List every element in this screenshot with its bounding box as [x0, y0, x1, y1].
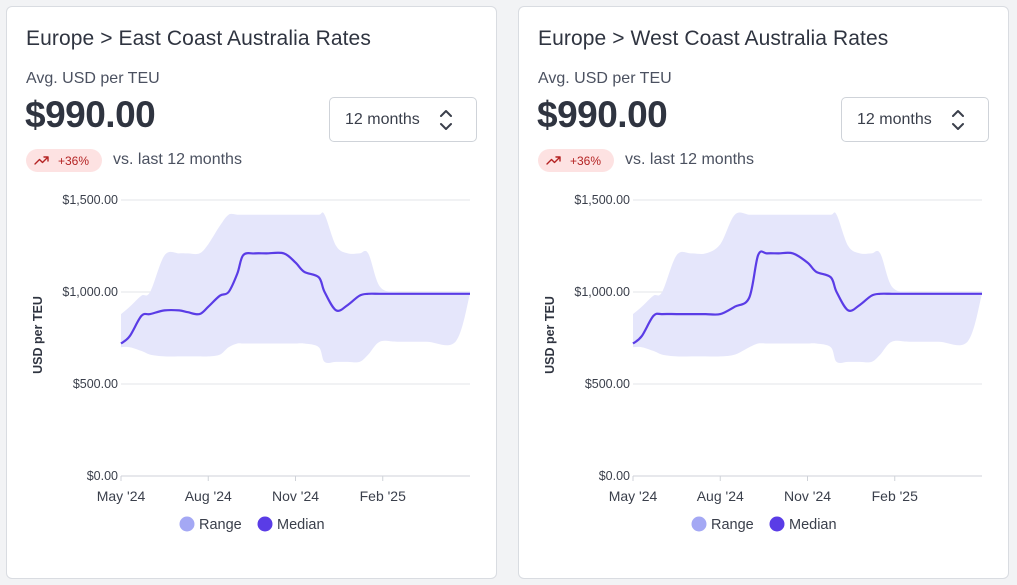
- y-tick-label: $0.00: [87, 469, 118, 483]
- y-axis-label: USD per TEU: [543, 296, 557, 374]
- period-select[interactable]: 12 months: [841, 97, 989, 142]
- card-subtitle: Avg. USD per TEU: [26, 70, 160, 87]
- comparison-text: vs. last 12 months: [113, 151, 242, 168]
- chevron-up-down-icon: [952, 110, 964, 130]
- trend-up-icon: [34, 156, 49, 165]
- x-tick-label: Aug '24: [697, 488, 744, 504]
- y-tick-label: $500.00: [585, 377, 630, 391]
- change-badge: +36%: [538, 149, 614, 172]
- median-line: [120, 251, 470, 345]
- change-badge-value: +36%: [570, 154, 602, 168]
- change-badge-value: +36%: [58, 154, 90, 168]
- y-tick-label: $1,000.00: [574, 285, 630, 299]
- card-title: Europe > West Coast Australia Rates: [538, 27, 889, 50]
- change-badge: +36%: [26, 149, 102, 172]
- legend-median-swatch: [769, 516, 785, 532]
- period-select[interactable]: 12 months: [329, 97, 477, 142]
- legend-median-label: Median: [789, 517, 837, 533]
- y-tick-label: $1,500.00: [62, 193, 118, 207]
- legend-range-label: Range: [711, 517, 754, 533]
- x-tick-label: Aug '24: [185, 488, 232, 504]
- legend-range-label: Range: [199, 517, 242, 533]
- y-axis-label: USD per TEU: [31, 296, 45, 374]
- x-tick-label: Nov '24: [784, 488, 831, 504]
- average-rate-value: $990.00: [537, 94, 668, 135]
- y-tick-label: $500.00: [73, 377, 118, 391]
- median-line: [632, 250, 982, 345]
- y-tick-label: $1,000.00: [62, 285, 118, 299]
- rate-chart: $1,500.00 $1,000.00 $500.00 $0.00 USD per TE…: [543, 193, 982, 533]
- range-area: [121, 212, 470, 364]
- x-tick-label: Feb '25: [360, 488, 406, 504]
- legend-median-swatch: [257, 516, 273, 532]
- rate-card-east-coast: Europe > East Coast Australia Rates Avg.…: [6, 6, 497, 579]
- x-tick-label: Nov '24: [272, 488, 319, 504]
- x-tick-label: Feb '25: [872, 488, 918, 504]
- x-tick-label: May '24: [609, 488, 658, 504]
- y-tick-label: $1,500.00: [574, 193, 630, 207]
- legend-range-swatch: [179, 516, 195, 532]
- rate-chart: $1,500.00 $1,000.00 $500.00 $0.00 USD per TE…: [31, 193, 470, 533]
- legend-range-swatch: [691, 516, 707, 532]
- chevron-up-down-icon: [440, 110, 452, 130]
- period-select-label: 12 months: [857, 111, 932, 128]
- card-subtitle: Avg. USD per TEU: [538, 70, 672, 87]
- period-select-label: 12 months: [345, 111, 420, 128]
- y-tick-label: $0.00: [599, 469, 630, 483]
- legend-median-label: Median: [277, 517, 325, 533]
- card-title: Europe > East Coast Australia Rates: [26, 27, 371, 50]
- rate-card-west-coast: Europe > West Coast Australia Rates Avg.…: [518, 6, 1009, 579]
- average-rate-value: $990.00: [25, 94, 156, 135]
- trend-up-icon: [546, 156, 561, 165]
- comparison-text: vs. last 12 months: [625, 151, 754, 168]
- range-area: [633, 212, 982, 364]
- x-tick-label: May '24: [97, 488, 146, 504]
